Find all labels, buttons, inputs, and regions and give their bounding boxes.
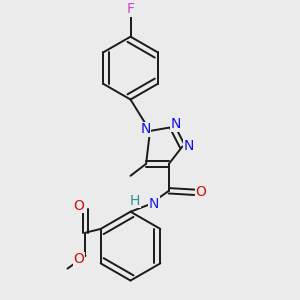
Text: F: F xyxy=(127,2,134,16)
Text: N: N xyxy=(171,117,181,131)
Text: N: N xyxy=(149,196,159,211)
Text: O: O xyxy=(73,199,84,213)
Text: N: N xyxy=(140,122,151,136)
Text: O: O xyxy=(196,185,206,199)
Text: O: O xyxy=(74,252,84,266)
Text: N: N xyxy=(184,139,194,153)
Text: H: H xyxy=(130,194,140,208)
